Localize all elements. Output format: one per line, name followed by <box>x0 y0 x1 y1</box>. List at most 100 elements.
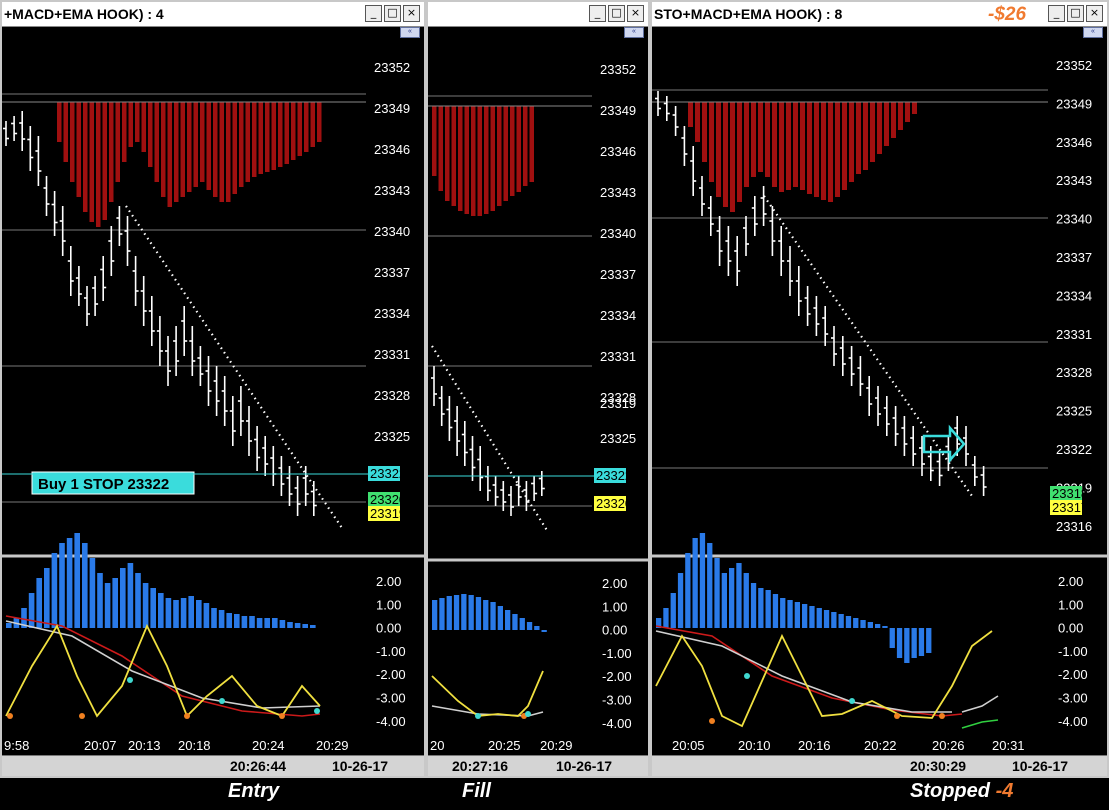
macd-histogram-bar <box>188 596 194 628</box>
histogram-bar <box>856 102 861 174</box>
macd-histogram-bar <box>453 595 460 630</box>
collapse-icon[interactable]: « <box>624 27 644 38</box>
histogram-bar <box>688 102 693 127</box>
close-icon[interactable]: × <box>1086 5 1103 22</box>
time-axis-label: 20:29 <box>540 738 573 753</box>
status-time: 20:30:29 <box>910 758 967 774</box>
price-tag <box>368 492 400 507</box>
hook-dot <box>219 698 225 704</box>
macd-histogram-bar <box>541 630 547 632</box>
histogram-bar <box>891 102 896 138</box>
title-bar[interactable]: _ □ × <box>428 2 648 27</box>
histogram-bar <box>445 106 450 201</box>
minimize-icon[interactable]: _ <box>365 5 382 22</box>
macd-histogram-bar <box>59 543 65 628</box>
macd-histogram-bar <box>904 628 910 663</box>
histogram-bar <box>141 102 146 152</box>
time-axis-label: 20:05 <box>672 738 705 753</box>
histogram-bar <box>310 102 315 147</box>
macd-histogram-bar <box>234 614 240 628</box>
macd-histogram-bar <box>490 602 496 630</box>
title-bar[interactable]: STO+MACD+EMA HOOK) : 8 -$26 _ □ × <box>652 2 1107 27</box>
price-axis-label: 23328 <box>374 388 410 403</box>
price-tag <box>368 466 400 481</box>
histogram-bar <box>800 102 805 190</box>
maximize-icon[interactable]: □ <box>608 5 625 22</box>
oscillator-axis-label: 0.00 <box>1058 621 1083 636</box>
price-chart[interactable]: 23352 23349 23346 23343 23340 23337 23334 23331… <box>2 26 424 758</box>
collapse-icon[interactable]: « <box>400 27 420 38</box>
macd-histogram-bar <box>692 538 698 628</box>
histogram-bar <box>912 102 917 114</box>
minimize-icon[interactable]: _ <box>1048 5 1065 22</box>
hook-dot <box>79 713 85 719</box>
macd-histogram-bar <box>889 628 895 648</box>
macd-histogram-bar <box>875 624 881 628</box>
macd-histogram-bar <box>196 600 202 628</box>
histogram-bar <box>206 102 211 190</box>
histogram-bar <box>135 102 140 142</box>
hook-dot <box>475 713 481 719</box>
histogram-bar <box>751 102 756 177</box>
title-bar[interactable]: +MACD+EMA HOOK) : 4 _ □ × <box>2 2 424 27</box>
histogram-bar <box>786 102 791 190</box>
macd-histogram-bar <box>656 618 662 628</box>
macd-histogram-bar <box>226 613 232 628</box>
histogram-bar <box>115 102 120 182</box>
chart-window-entry[interactable]: +MACD+EMA HOOK) : 4 _ □ × « 23352 23349 23… <box>0 0 426 778</box>
minimize-icon[interactable]: _ <box>589 5 606 22</box>
maximize-icon[interactable]: □ <box>1067 5 1084 22</box>
macd-histogram-bar <box>302 624 308 628</box>
price-axis-label: 23331 <box>1056 327 1092 342</box>
chart-window-stopped[interactable]: STO+MACD+EMA HOOK) : 8 -$26 _ □ × « 2335… <box>650 0 1109 778</box>
histogram-bar <box>278 102 283 167</box>
caption-fill: Fill <box>462 780 491 802</box>
chart-window-fill[interactable]: _ □ × « 23352 23349 23346 23343 23340 23337 23… <box>426 0 650 778</box>
macd-histogram-bar <box>670 593 676 628</box>
oscillator-axis-label: -3.00 <box>376 691 406 706</box>
oscillator-axis-label: 2.00 <box>376 574 401 589</box>
buy-stop-order-label[interactable]: Buy 1 STOP 23322 <box>38 476 169 493</box>
histogram-bar <box>265 102 270 172</box>
oscillator-axis-label: 2.00 <box>602 576 627 591</box>
histogram-bar <box>271 102 276 170</box>
order-label-box[interactable] <box>31 471 195 495</box>
macd-histogram-bar <box>241 616 248 628</box>
macd-histogram-bar <box>310 625 316 628</box>
close-icon[interactable]: × <box>403 5 420 22</box>
time-axis-label: 20:29 <box>316 738 349 753</box>
price-axis-label: 23343 <box>1056 173 1092 188</box>
maximize-icon[interactable]: □ <box>384 5 401 22</box>
trendline <box>763 195 973 497</box>
histogram-bar <box>716 102 721 197</box>
price-chart[interactable]: 23352 23349 23346 23343 23340 23337 23334 23331… <box>652 26 1107 758</box>
macd-histogram-bar <box>714 558 720 628</box>
time-axis-label: 20:22 <box>864 738 897 753</box>
macd-histogram-bar <box>802 604 808 628</box>
macd-histogram-bar <box>97 573 103 628</box>
close-icon[interactable]: × <box>627 5 644 22</box>
macd-histogram-bar <box>468 595 474 630</box>
histogram-bar <box>245 102 250 182</box>
histogram-bar <box>258 102 263 174</box>
time-axis-label: 20:16 <box>798 738 831 753</box>
caption-stopped-label: Stopped <box>910 780 990 802</box>
histogram-bar <box>213 102 218 197</box>
collapse-icon[interactable]: « <box>1083 27 1103 38</box>
macd-histogram-bar <box>867 622 873 628</box>
status-bar: 20:27:16 10-26-17 <box>428 755 648 776</box>
price-axis-label: 23340 <box>374 224 410 239</box>
histogram-bar <box>842 102 847 190</box>
ema-line <box>961 695 999 713</box>
price-axis-label: 23346 <box>374 142 410 157</box>
price-chart[interactable]: 23352 23349 23346 23343 23340 23337 23334 23331… <box>428 26 648 758</box>
price-tag-label: 23320 <box>596 496 632 511</box>
macd-histogram-bar <box>287 622 293 628</box>
macd-histogram-bar <box>173 600 179 628</box>
macd-histogram-bar <box>249 616 255 628</box>
macd-histogram-bar <box>44 568 50 628</box>
histogram-bar <box>765 102 770 177</box>
macd-histogram-bar <box>750 583 757 628</box>
oscillator-axis-label: -3.00 <box>602 693 632 708</box>
macd-histogram-bar <box>264 618 270 628</box>
